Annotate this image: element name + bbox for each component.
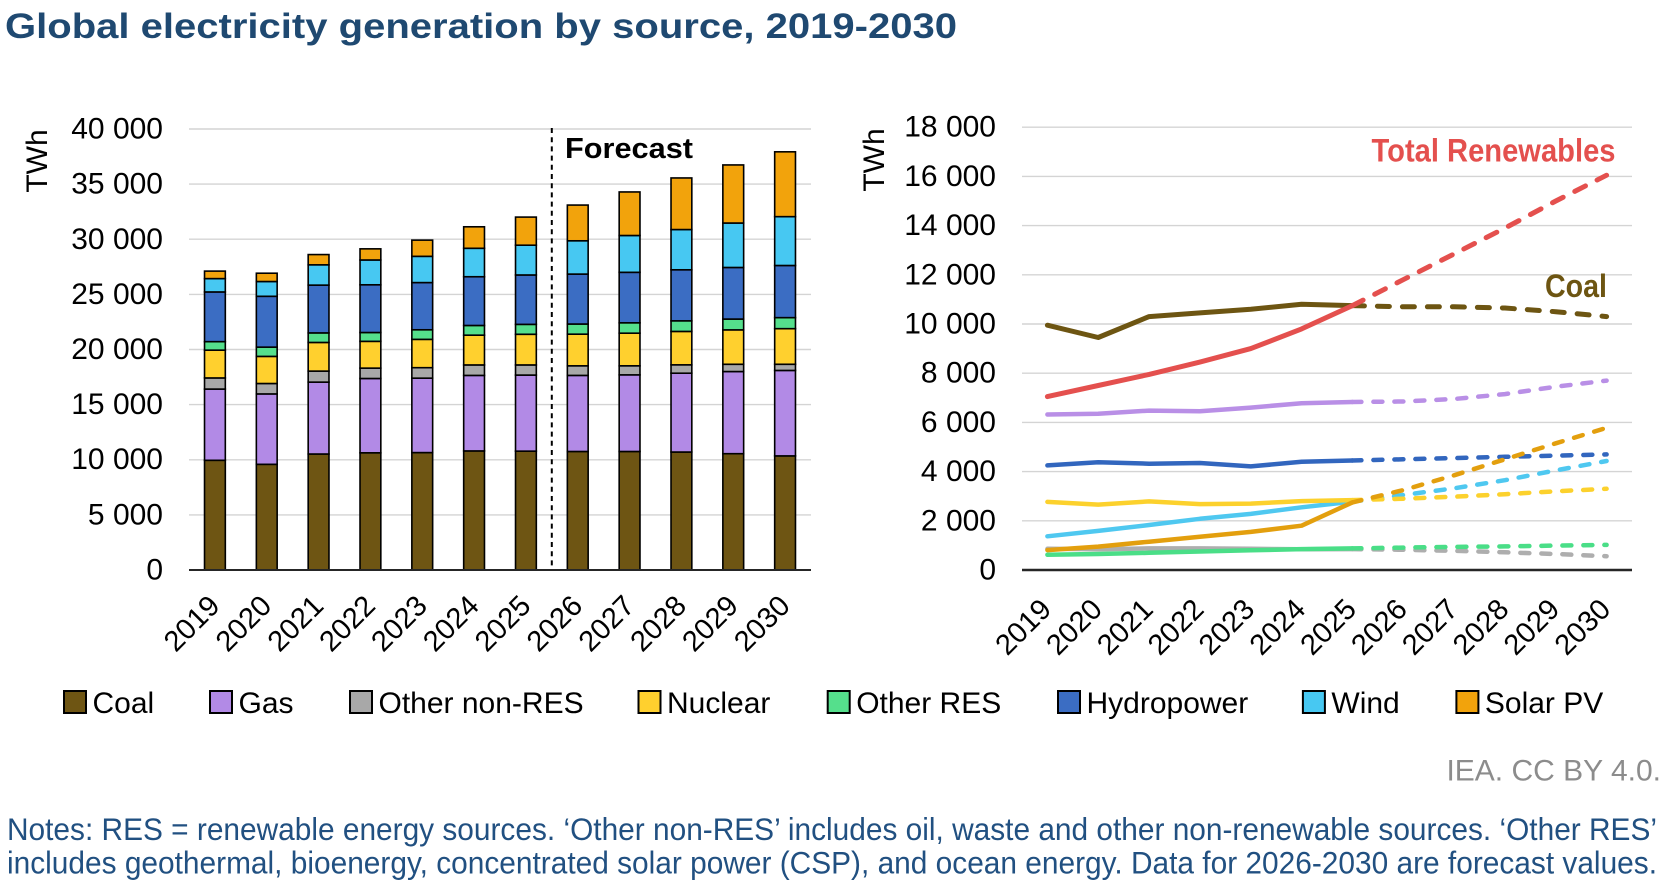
svg-text:Solar PV: Solar PV xyxy=(1485,687,1603,720)
svg-text:16 000: 16 000 xyxy=(904,160,996,193)
svg-text:10 000: 10 000 xyxy=(71,443,163,476)
svg-text:14 000: 14 000 xyxy=(904,209,996,242)
svg-text:25 000: 25 000 xyxy=(71,278,163,311)
svg-text:TWh: TWh xyxy=(21,129,54,192)
svg-text:20 000: 20 000 xyxy=(71,333,163,366)
svg-text:Notes: RES = renewable energy: Notes: RES = renewable energy sources. ‘… xyxy=(7,811,1657,847)
svg-text:2 000: 2 000 xyxy=(921,504,996,537)
svg-text:10 000: 10 000 xyxy=(904,308,996,341)
svg-text:Wind: Wind xyxy=(1331,687,1399,720)
svg-text:IEA. CC BY 4.0.: IEA. CC BY 4.0. xyxy=(1446,755,1661,788)
svg-text:6 000: 6 000 xyxy=(921,406,996,439)
svg-text:0: 0 xyxy=(979,554,996,587)
svg-text:15 000: 15 000 xyxy=(71,388,163,421)
svg-text:5 000: 5 000 xyxy=(88,498,163,531)
svg-text:Other RES: Other RES xyxy=(856,687,1001,720)
svg-text:35 000: 35 000 xyxy=(71,168,163,201)
svg-text:Total Renewables: Total Renewables xyxy=(1372,133,1616,169)
svg-text:Other non-RES: Other non-RES xyxy=(379,687,584,720)
svg-text:8 000: 8 000 xyxy=(921,357,996,390)
svg-text:12 000: 12 000 xyxy=(904,258,996,291)
svg-text:4 000: 4 000 xyxy=(921,455,996,488)
svg-text:Coal: Coal xyxy=(93,687,155,720)
svg-text:Coal: Coal xyxy=(1545,268,1607,304)
svg-text:Forecast: Forecast xyxy=(565,133,693,165)
svg-text:30 000: 30 000 xyxy=(71,223,163,256)
svg-text:TWh: TWh xyxy=(858,128,891,191)
svg-text:0: 0 xyxy=(146,554,163,587)
svg-text:18 000: 18 000 xyxy=(904,111,996,144)
svg-text:Hydropower: Hydropower xyxy=(1087,687,1249,720)
svg-text:Nuclear: Nuclear xyxy=(667,687,770,720)
svg-text:includes geothermal, bioenergy: includes geothermal, bioenergy, concentr… xyxy=(7,845,1657,881)
svg-text:Global electricity generation: Global electricity generation by source,… xyxy=(5,7,957,46)
svg-text:40 000: 40 000 xyxy=(71,113,163,146)
svg-text:Gas: Gas xyxy=(239,687,294,720)
